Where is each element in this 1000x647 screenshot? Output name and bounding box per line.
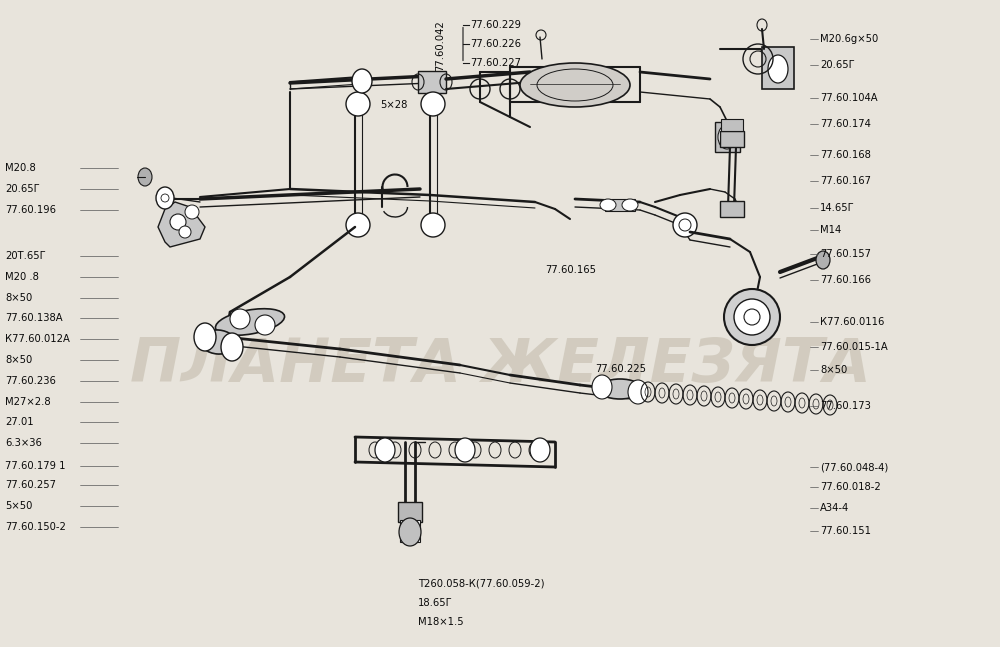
Ellipse shape xyxy=(138,168,152,186)
Ellipse shape xyxy=(816,251,830,269)
Text: М20 .8: М20 .8 xyxy=(5,272,39,282)
Text: 77.60.226: 77.60.226 xyxy=(470,39,521,49)
Text: 6.3×36: 6.3×36 xyxy=(5,438,42,448)
Text: 20Т.65Г: 20Т.65Г xyxy=(5,250,46,261)
Ellipse shape xyxy=(230,309,250,329)
Text: 77.60.018-2: 77.60.018-2 xyxy=(820,481,881,492)
Text: 77.60.150-2: 77.60.150-2 xyxy=(5,522,66,532)
Ellipse shape xyxy=(185,205,199,219)
Bar xyxy=(720,131,744,147)
Text: 14.65Г: 14.65Г xyxy=(820,203,855,214)
Text: М20.8: М20.8 xyxy=(5,163,36,173)
Ellipse shape xyxy=(622,199,638,211)
Text: К77.60.0116: К77.60.0116 xyxy=(820,317,884,327)
Text: 8×50: 8×50 xyxy=(820,365,847,375)
Ellipse shape xyxy=(768,55,788,83)
Text: 20.65Г: 20.65Г xyxy=(5,184,40,194)
Bar xyxy=(418,71,446,93)
Ellipse shape xyxy=(170,214,186,230)
Text: (77.60.048-4): (77.60.048-4) xyxy=(820,462,888,472)
Text: Т260.058-К(77.60.059-2): Т260.058-К(77.60.059-2) xyxy=(418,578,544,589)
Bar xyxy=(715,122,740,152)
Text: 8×50: 8×50 xyxy=(5,355,32,366)
Text: 77.60.257: 77.60.257 xyxy=(5,480,56,490)
Polygon shape xyxy=(158,202,205,247)
Text: 8×50: 8×50 xyxy=(5,292,32,303)
Text: 77.60.227: 77.60.227 xyxy=(470,58,521,69)
Ellipse shape xyxy=(352,69,372,93)
Text: 77.60.151: 77.60.151 xyxy=(820,525,871,536)
Text: М27×2.8: М27×2.8 xyxy=(5,397,51,407)
Text: 77.60.179 1: 77.60.179 1 xyxy=(5,461,66,471)
Text: 5×50: 5×50 xyxy=(5,501,32,511)
Ellipse shape xyxy=(600,199,616,211)
Text: 77.60.157: 77.60.157 xyxy=(820,248,871,259)
Ellipse shape xyxy=(346,213,370,237)
Bar xyxy=(398,502,422,522)
Text: А34-4: А34-4 xyxy=(820,503,849,513)
Text: 77.60.225: 77.60.225 xyxy=(595,364,646,374)
Ellipse shape xyxy=(530,438,550,462)
Text: М20.6g×50: М20.6g×50 xyxy=(820,34,878,44)
Ellipse shape xyxy=(455,438,475,462)
Text: 77.60.015-1А: 77.60.015-1А xyxy=(820,342,888,353)
Text: 77.60.196: 77.60.196 xyxy=(5,205,56,215)
Bar xyxy=(762,47,794,89)
Ellipse shape xyxy=(598,379,642,399)
Ellipse shape xyxy=(255,315,275,335)
Text: 77.60.138А: 77.60.138А xyxy=(5,313,63,324)
Text: К77.60.012А: К77.60.012А xyxy=(5,334,70,344)
Ellipse shape xyxy=(200,330,236,354)
Text: 77.60.166: 77.60.166 xyxy=(820,274,871,285)
Ellipse shape xyxy=(179,226,191,238)
Text: 77.60.167: 77.60.167 xyxy=(820,176,871,186)
Ellipse shape xyxy=(520,63,630,107)
Text: 77.60.174: 77.60.174 xyxy=(820,119,871,129)
Text: 77.60.104А: 77.60.104А xyxy=(820,93,878,104)
Ellipse shape xyxy=(724,289,780,345)
Text: 20.65Г: 20.65Г xyxy=(820,60,855,70)
Text: М14: М14 xyxy=(820,225,841,235)
Ellipse shape xyxy=(673,213,697,237)
Text: 77.60.173: 77.60.173 xyxy=(820,401,871,411)
Text: М18×1.5: М18×1.5 xyxy=(418,617,464,628)
Text: 77.60.042: 77.60.042 xyxy=(435,20,445,71)
Bar xyxy=(605,199,635,211)
Text: 77.60.229: 77.60.229 xyxy=(470,19,521,30)
Ellipse shape xyxy=(215,309,285,335)
Text: ПЛАНЕТА ЖЕЛЕЗЯТА: ПЛАНЕТА ЖЕЛЕЗЯТА xyxy=(130,336,870,395)
Ellipse shape xyxy=(592,375,612,399)
Ellipse shape xyxy=(718,125,736,149)
Ellipse shape xyxy=(221,333,243,361)
Text: 27.01: 27.01 xyxy=(5,417,34,428)
Ellipse shape xyxy=(399,518,421,546)
Text: 5×28: 5×28 xyxy=(380,100,407,110)
Bar xyxy=(720,201,744,217)
Text: 77.60.165: 77.60.165 xyxy=(545,265,596,276)
Bar xyxy=(400,520,420,542)
Ellipse shape xyxy=(421,92,445,116)
Ellipse shape xyxy=(194,323,216,351)
Ellipse shape xyxy=(734,299,770,335)
Ellipse shape xyxy=(421,213,445,237)
Ellipse shape xyxy=(375,438,395,462)
Ellipse shape xyxy=(346,92,370,116)
Text: 18.65Г: 18.65Г xyxy=(418,598,453,608)
Bar xyxy=(721,119,743,131)
Ellipse shape xyxy=(156,187,174,209)
Text: 77.60.236: 77.60.236 xyxy=(5,376,56,386)
Text: 77.60.168: 77.60.168 xyxy=(820,150,871,160)
Ellipse shape xyxy=(628,380,648,404)
